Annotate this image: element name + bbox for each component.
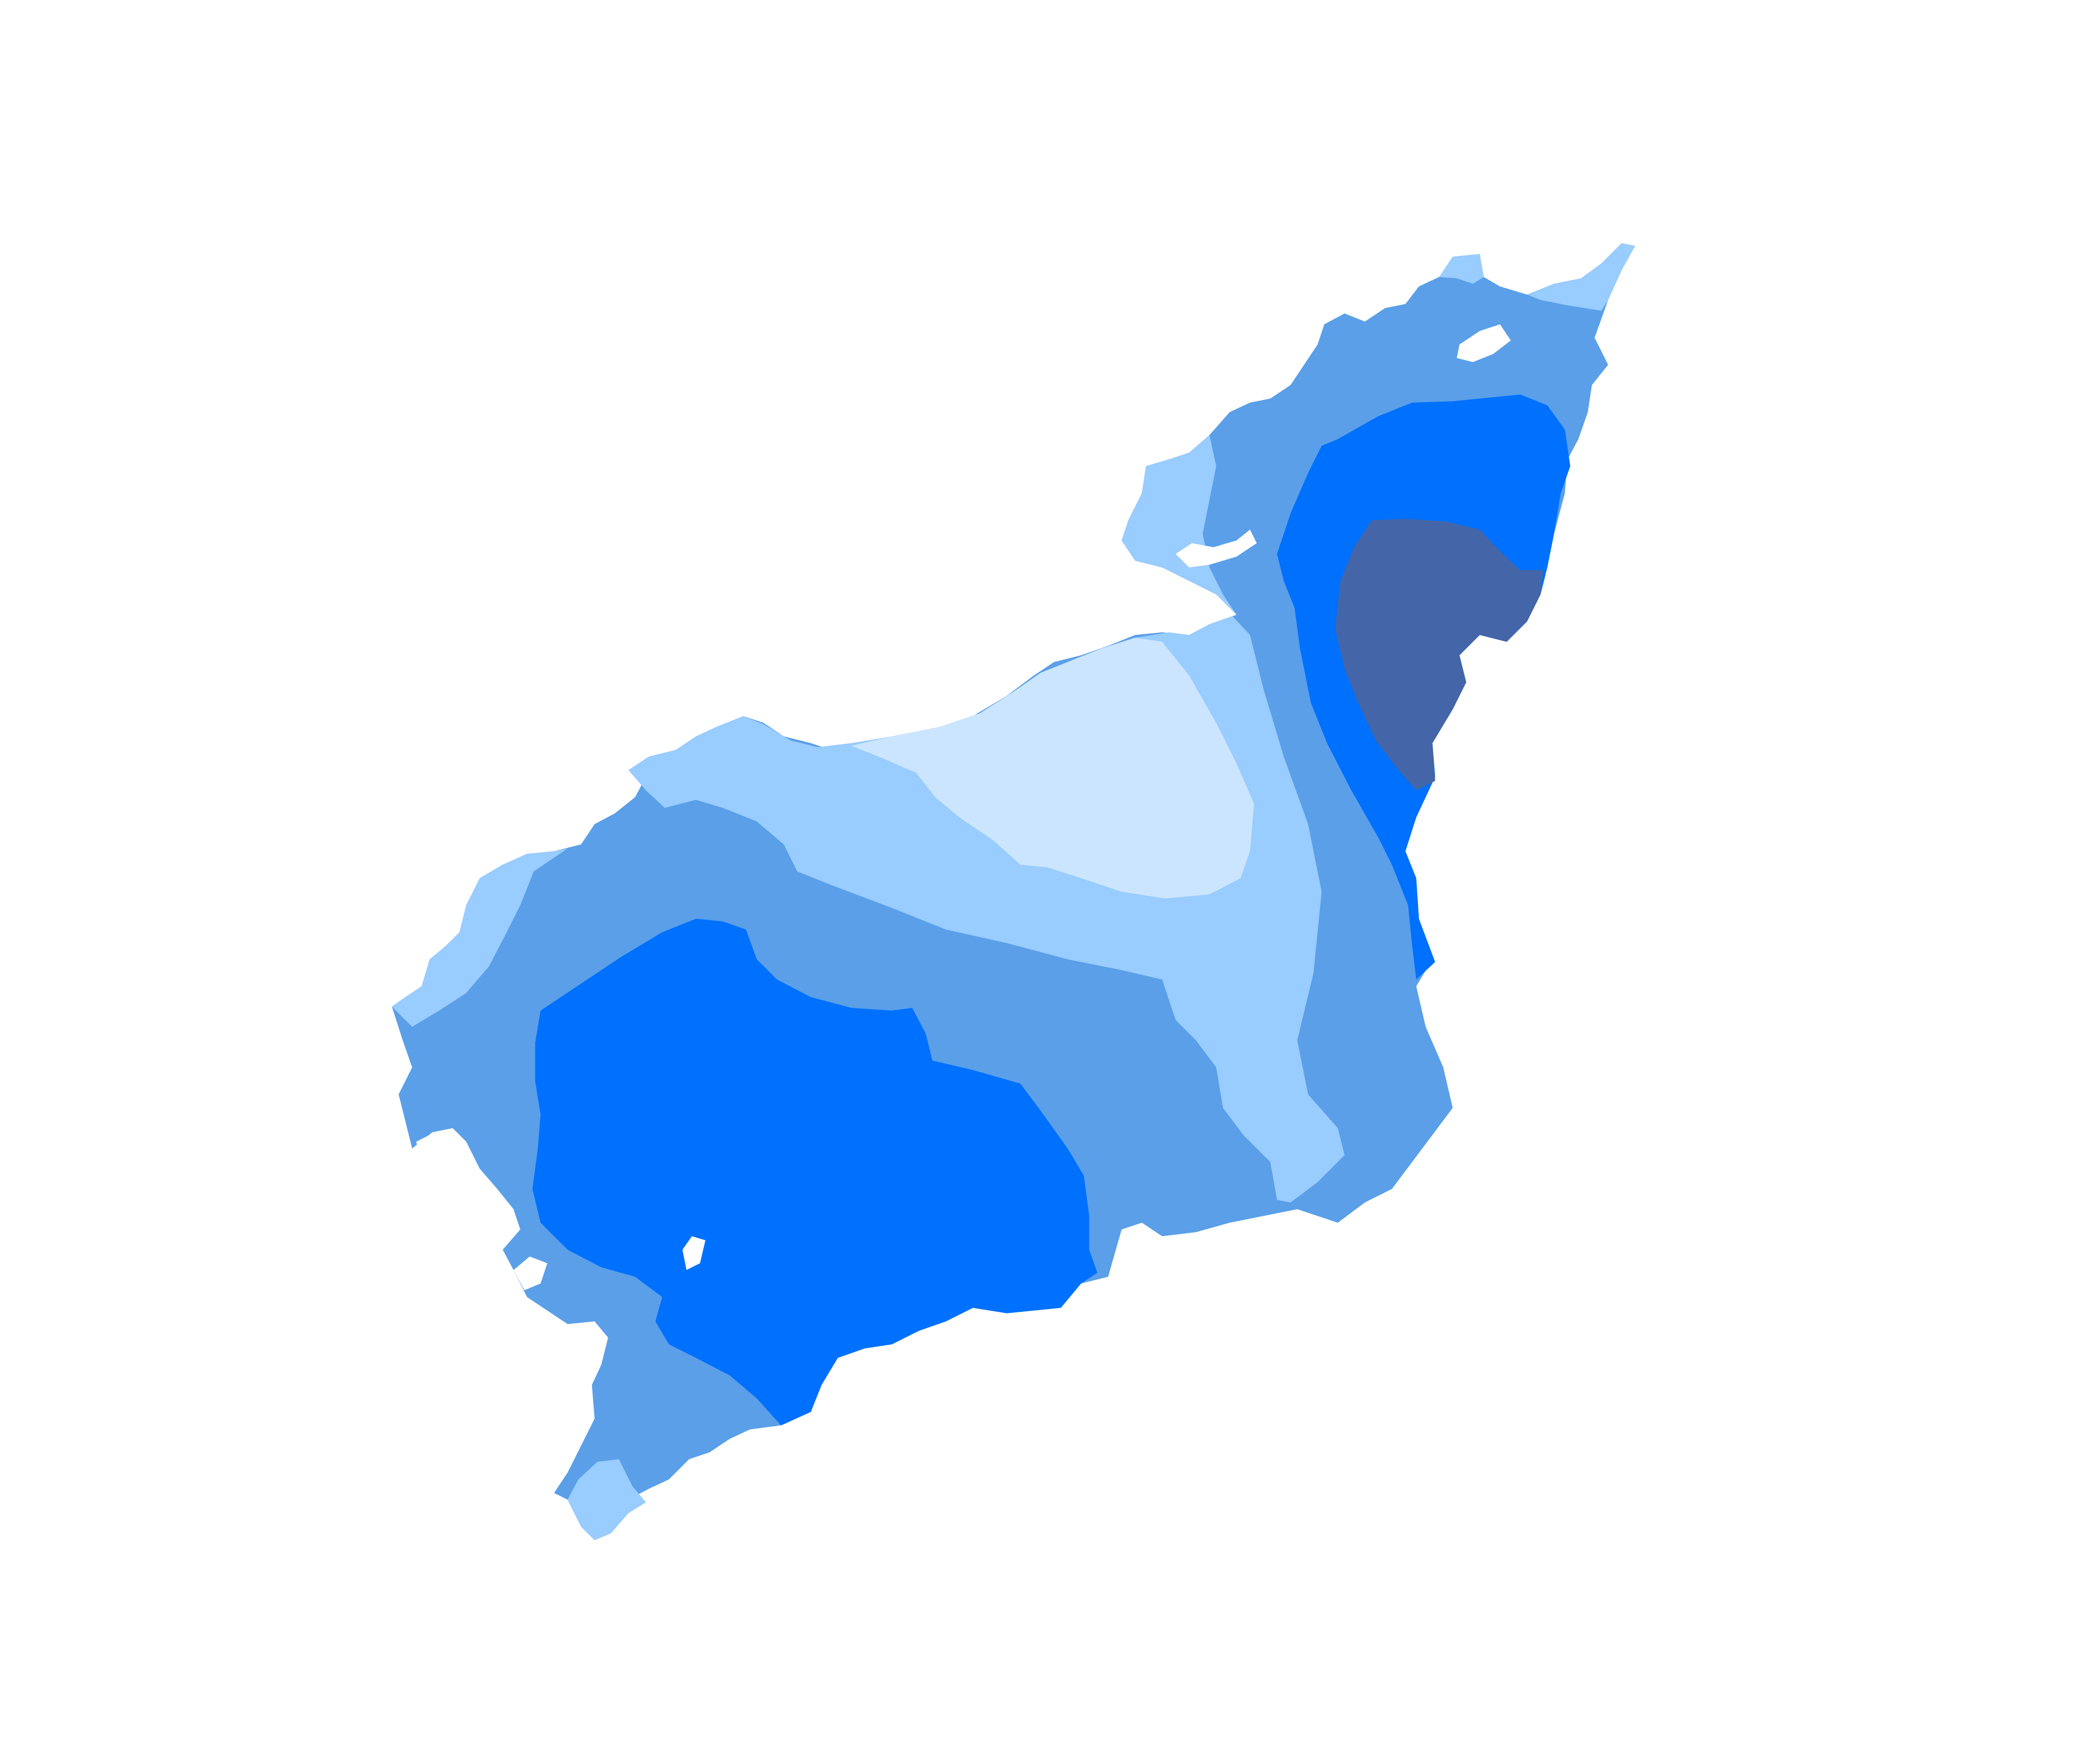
inlet-north-bay (1175, 529, 1257, 568)
inlet-west-bay (416, 1132, 473, 1173)
inlet-southwest-bay (513, 1256, 548, 1291)
inlet-northeast-bay (1456, 324, 1511, 362)
zone-darkest-region (1335, 518, 1543, 791)
zone-light-region-northeast-tip (1527, 243, 1636, 311)
zone-strong-region-south (532, 918, 1098, 1426)
zone-lightest-region (851, 637, 1254, 899)
zone-light-region-southwest-tip (567, 1459, 646, 1540)
zone-light-region-north-cape (1439, 254, 1484, 284)
zone-light-region-northwest (392, 848, 568, 1027)
zone-light-region-north-coast (1121, 435, 1237, 615)
inlet-river-mouth (682, 1236, 706, 1270)
